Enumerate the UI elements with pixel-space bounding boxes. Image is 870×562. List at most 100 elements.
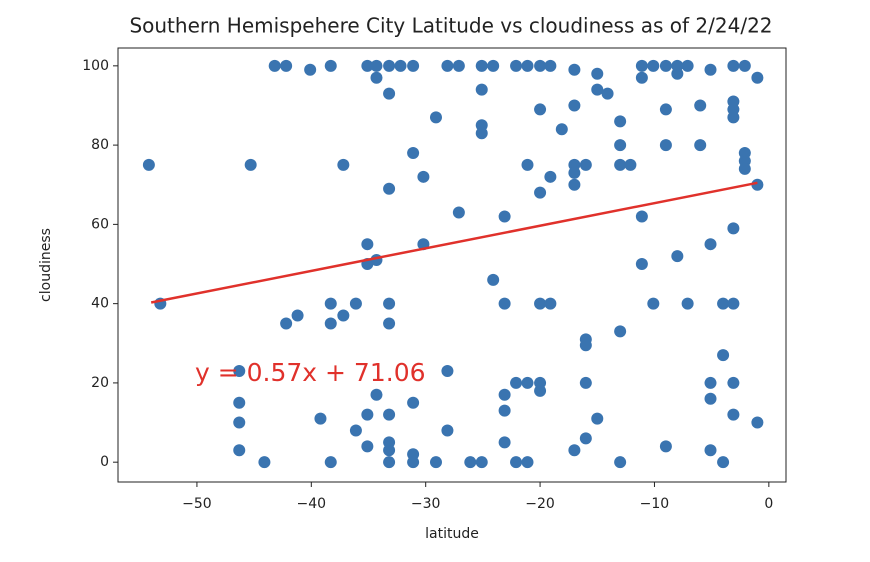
y-tick-label: 60: [91, 216, 109, 232]
chart-title: Southern Hemispehere City Latitude vs cl…: [129, 14, 772, 38]
scatter-point: [487, 59, 500, 72]
scatter-point: [681, 297, 694, 310]
scatter-point: [258, 456, 271, 469]
scatter-point: [324, 456, 337, 469]
x-tick-label: −50: [182, 496, 212, 512]
scatter-point: [361, 408, 374, 421]
scatter-point: [370, 388, 383, 401]
scatter-point: [614, 456, 627, 469]
x-axis-label: latitude: [425, 526, 479, 542]
scatter-point: [681, 59, 694, 72]
scatter-point: [407, 147, 420, 160]
scatter-point: [475, 456, 488, 469]
scatter-point: [591, 67, 604, 80]
scatter-point: [417, 170, 430, 183]
scatter-point: [383, 59, 396, 72]
scatter-point: [337, 309, 350, 322]
scatter-point: [441, 424, 454, 437]
scatter-point: [383, 408, 396, 421]
scatter-point: [579, 158, 592, 171]
scatter-point: [534, 59, 547, 72]
scatter-point: [383, 182, 396, 195]
scatter-point: [464, 456, 477, 469]
scatter-point: [727, 297, 740, 310]
scatter-point: [659, 59, 672, 72]
y-tick-label: 80: [91, 137, 109, 153]
scatter-point: [738, 162, 751, 175]
scatter-point: [568, 63, 581, 76]
scatter-point: [534, 297, 547, 310]
scatter-point: [521, 158, 534, 171]
scatter-point: [704, 63, 717, 76]
scatter-point: [475, 83, 488, 96]
scatter-point: [521, 456, 534, 469]
scatter-point: [647, 59, 660, 72]
scatter-point: [291, 309, 304, 322]
plot-frame: [117, 47, 787, 483]
scatter-point: [349, 297, 362, 310]
scatter-point: [349, 424, 362, 437]
x-tick-label: −40: [297, 496, 327, 512]
y-tick-label: 20: [91, 375, 109, 391]
scatter-point: [635, 210, 648, 223]
scatter-point: [337, 158, 350, 171]
scatter-point: [510, 59, 523, 72]
scatter-point: [659, 139, 672, 152]
scatter-point: [370, 71, 383, 84]
scatter-point: [727, 222, 740, 235]
scatter-point: [233, 396, 246, 409]
scatter-point: [452, 59, 465, 72]
scatter-point: [475, 127, 488, 140]
scatter-point: [324, 317, 337, 330]
scatter-point: [429, 456, 442, 469]
scatter-point: [614, 325, 627, 338]
scatter-point: [314, 412, 327, 425]
scatter-point: [361, 238, 374, 251]
y-tick-label: 40: [91, 296, 109, 312]
scatter-point: [568, 99, 581, 112]
scatter-point: [383, 444, 396, 457]
scatter-point: [534, 186, 547, 199]
scatter-point: [751, 71, 764, 84]
scatter-point: [383, 87, 396, 100]
scatter-point: [601, 87, 614, 100]
scatter-point: [704, 376, 717, 389]
scatter-point: [233, 444, 246, 457]
scatter-point: [475, 59, 488, 72]
scatter-point: [498, 388, 511, 401]
scatter-point: [635, 71, 648, 84]
scatter-point: [614, 115, 627, 128]
scatter-point: [407, 456, 420, 469]
scatter-point: [361, 440, 374, 453]
scatter-point: [487, 273, 500, 286]
regression-equation: y = 0.57x + 71.06: [195, 358, 426, 387]
scatter-point: [498, 297, 511, 310]
scatter-point: [704, 444, 717, 457]
scatter-point: [383, 297, 396, 310]
scatter-point: [751, 178, 764, 191]
scatter-point: [635, 258, 648, 271]
scatter-point: [659, 103, 672, 116]
scatter-point: [429, 111, 442, 124]
scatter-point: [544, 170, 557, 183]
y-tick-label: 100: [82, 58, 109, 74]
scatter-point: [751, 416, 764, 429]
scatter-point: [704, 392, 717, 405]
scatter-point: [361, 59, 374, 72]
scatter-point: [304, 63, 317, 76]
scatter-point: [544, 59, 557, 72]
x-tick-label: −30: [411, 496, 441, 512]
scatter-point: [568, 166, 581, 179]
scatter-point: [591, 412, 604, 425]
scatter-point: [568, 178, 581, 191]
scatter-point: [521, 59, 534, 72]
scatter-point: [635, 59, 648, 72]
scatter-point: [233, 365, 246, 378]
scatter-point: [498, 436, 511, 449]
scatter-point: [498, 210, 511, 223]
scatter-point: [647, 297, 660, 310]
scatter-point: [717, 297, 730, 310]
scatter-point: [544, 297, 557, 310]
scatter-point: [624, 158, 637, 171]
scatter-point: [579, 376, 592, 389]
